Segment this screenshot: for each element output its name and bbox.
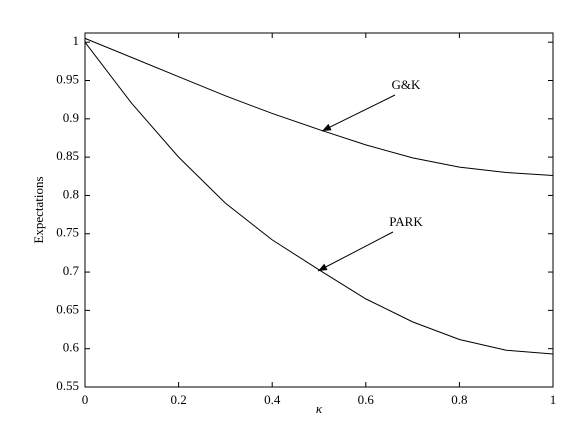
y-tick-label: 0.6 bbox=[63, 340, 80, 355]
y-tick-label: 0.85 bbox=[56, 148, 79, 163]
data-line bbox=[84, 37, 554, 177]
plot-frame bbox=[84, 32, 554, 388]
x-tick-label: 1 bbox=[550, 392, 557, 407]
series-label: PARK bbox=[389, 214, 423, 229]
series-label: G&K bbox=[392, 77, 422, 92]
y-tick-label: 0.9 bbox=[63, 110, 79, 125]
y-axis-label: Expectations bbox=[31, 176, 46, 243]
x-tick-label: 0 bbox=[82, 392, 89, 407]
y-tick-label: 0.75 bbox=[56, 225, 79, 240]
x-tick-label: 0.4 bbox=[264, 392, 281, 407]
y-tick-label: 0.65 bbox=[56, 301, 79, 316]
y-tick-label: 1 bbox=[73, 33, 80, 48]
annotation-arrow bbox=[317, 231, 394, 272]
y-tick-label: 0.95 bbox=[56, 71, 79, 86]
x-axis-label: κ bbox=[316, 401, 323, 416]
data-line bbox=[84, 41, 554, 355]
annotation-arrow bbox=[321, 94, 396, 132]
x-tick-label: 0.2 bbox=[170, 392, 186, 407]
x-tick-label: 0.8 bbox=[451, 392, 467, 407]
x-tick-label: 0.6 bbox=[358, 392, 375, 407]
y-tick-label: 0.55 bbox=[56, 378, 79, 393]
y-tick-label: 0.8 bbox=[63, 186, 79, 201]
y-tick-label: 0.7 bbox=[63, 263, 80, 278]
